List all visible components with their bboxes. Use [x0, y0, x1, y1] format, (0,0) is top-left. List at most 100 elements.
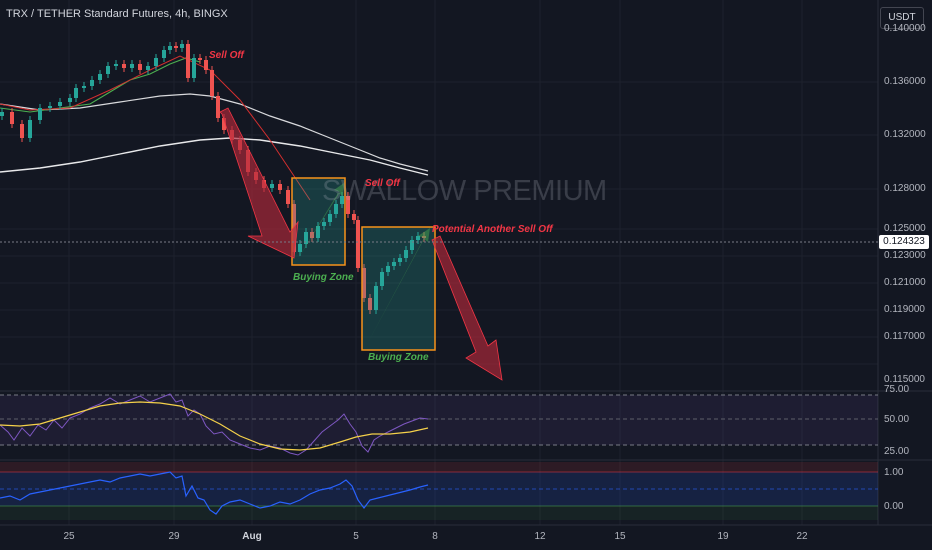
candle-body [404, 250, 408, 258]
candle-body [374, 286, 378, 310]
indicator-line [0, 471, 429, 515]
candle-body [82, 86, 86, 88]
ma-white-1 [0, 93, 429, 172]
candle-body [10, 112, 14, 124]
current-price-badge: 0.124323 [879, 235, 929, 249]
time-tick: 5 [353, 531, 359, 542]
sell-off-label-2: Sell Off [365, 178, 400, 189]
price-tick: 0.136000 [884, 76, 926, 87]
candle-body [154, 58, 158, 66]
candle-body [392, 262, 396, 266]
watermark-text: SWALLOW PREMIUM [322, 175, 607, 207]
candle-body [58, 102, 62, 106]
chart-title: TRX / TETHER Standard Futures, 4h, BINGX [6, 8, 228, 20]
sell-off-label-1: Sell Off [209, 50, 244, 61]
candle-body [192, 58, 196, 78]
buying-zone-1-box[interactable] [291, 177, 346, 266]
time-tick: 19 [717, 531, 729, 542]
candle-body [146, 66, 150, 70]
price-tick: 0.123000 [884, 250, 926, 261]
indicator-tick-1: 1.00 [884, 467, 904, 478]
candle-body [48, 106, 52, 108]
candle-body [186, 44, 190, 78]
candle-body [304, 232, 308, 244]
candle-body [298, 244, 302, 252]
time-tick: 15 [614, 531, 626, 542]
candle-body [122, 64, 126, 68]
candle-body [310, 232, 314, 238]
candle-body [416, 236, 420, 240]
ma-red [0, 55, 311, 201]
candle-body [20, 124, 24, 138]
buying-zone-label-1: Buying Zone [293, 272, 354, 283]
indicator-band [0, 472, 878, 506]
candle-body [328, 214, 332, 222]
price-tick: 0.121000 [884, 277, 926, 288]
candle-body [278, 184, 282, 190]
candle-body [346, 196, 350, 214]
rsi-ma-line [0, 401, 429, 451]
price-tick: 0.119000 [884, 304, 925, 315]
candle-body [98, 74, 102, 80]
candle-body [180, 44, 184, 48]
candle-body [162, 50, 166, 58]
candle-body [270, 184, 274, 188]
ma-green [0, 57, 201, 113]
rsi-band [0, 395, 878, 445]
candle-body [340, 196, 344, 204]
candle-body [386, 266, 390, 272]
price-tick: 0.132000 [884, 129, 926, 140]
time-tick: 29 [168, 531, 180, 542]
candle-body [114, 64, 118, 66]
sell-arrow-2 [431, 235, 503, 381]
candle-body [398, 258, 402, 262]
candle-body [198, 58, 202, 60]
rsi-line [0, 393, 429, 456]
candle-body [90, 80, 94, 86]
candle-body [322, 222, 326, 226]
candle-body [352, 214, 356, 220]
price-tick: 0.117000 [884, 331, 925, 342]
price-tick: 0.115000 [884, 374, 925, 385]
main-pane[interactable] [0, 0, 878, 390]
price-tick: 0.125000 [884, 223, 926, 234]
potential-sell-off-label: Potential Another Sell Off [432, 224, 553, 235]
candle-body [356, 220, 360, 268]
candle-body [28, 120, 32, 138]
candle-body [74, 88, 78, 98]
rsi-tick-50: 50.00 [884, 414, 910, 425]
candle-body [138, 64, 142, 70]
buying-zone-label-2: Buying Zone [368, 352, 429, 363]
candle-body [68, 98, 72, 102]
candle-body [316, 226, 320, 238]
candle-body [422, 236, 426, 238]
price-tick: 0.128000 [884, 183, 926, 194]
candle-body [174, 46, 178, 48]
time-tick: 12 [534, 531, 546, 542]
candle-body [368, 298, 372, 310]
candle-body [106, 66, 110, 74]
candle-body [334, 204, 338, 214]
candle-body [38, 108, 42, 120]
sell-arrow-1 [219, 107, 299, 259]
price-tick-top: 0.140000 [884, 23, 926, 34]
time-tick: 25 [63, 531, 75, 542]
candle-body [210, 70, 214, 96]
candle-body [362, 268, 366, 298]
rsi-tick-25: 25.00 [884, 446, 910, 457]
time-tick: 8 [432, 531, 438, 542]
candle-body [222, 118, 226, 130]
candle-body [130, 64, 134, 68]
candle-body [286, 190, 290, 204]
candle-body [0, 112, 4, 116]
buying-zone-2-box[interactable] [361, 226, 436, 351]
time-tick-month: Aug [242, 531, 262, 542]
candle-body [168, 46, 172, 50]
candle-body [410, 240, 414, 250]
candle-body [204, 60, 208, 70]
time-tick: 22 [796, 531, 808, 542]
currency-button[interactable]: USDT [880, 7, 924, 29]
rsi-tick-75: 75.00 [884, 384, 910, 395]
candle-body [380, 272, 384, 286]
